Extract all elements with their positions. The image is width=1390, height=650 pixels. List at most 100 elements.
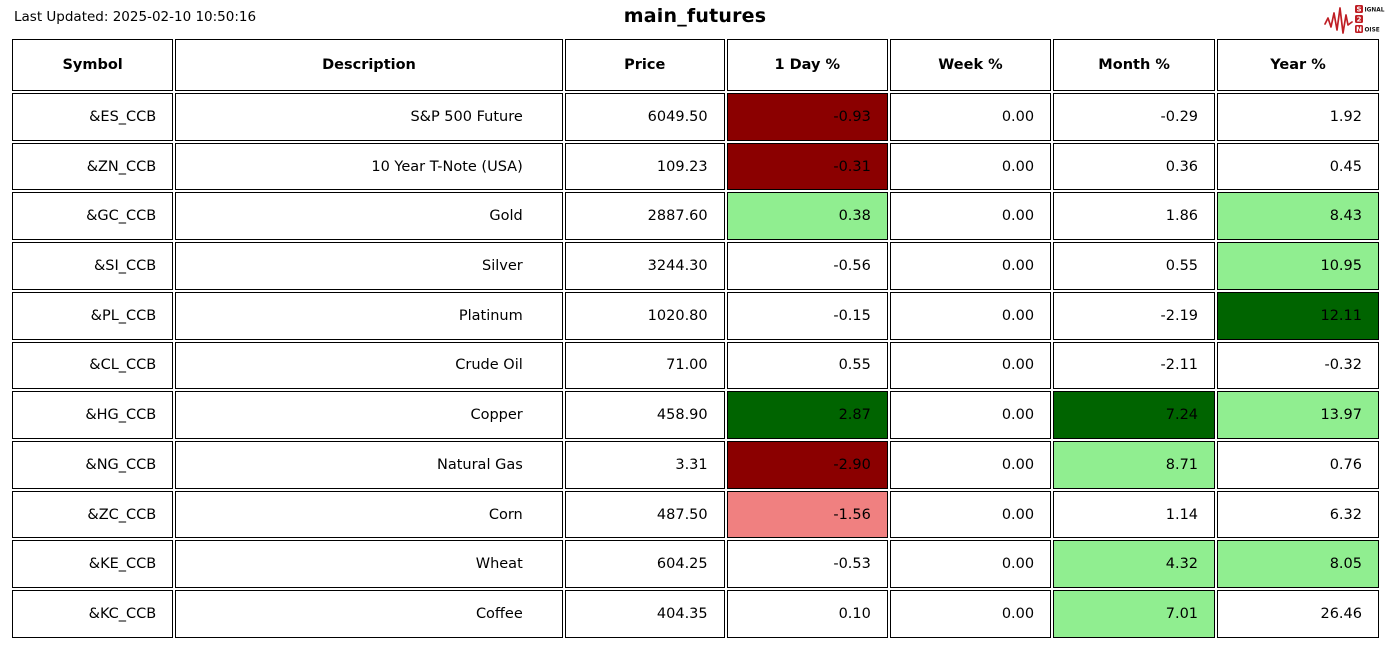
cell-year: 1.92 xyxy=(1217,93,1379,141)
cell-price: 109.23 xyxy=(564,142,725,191)
cell-day: -2.90 xyxy=(726,441,888,489)
cell-symbol: &KC_CCB xyxy=(12,590,174,638)
cell-price: 3.31 xyxy=(564,441,725,489)
cell-symbol: &KE_CCB xyxy=(12,540,174,589)
cell-week: 0.00 xyxy=(889,490,1052,539)
signal2noise-logo: S IGNAL 2 N OISE xyxy=(1324,5,1385,34)
column-header-month-pct: Month % xyxy=(1053,39,1216,91)
cell-price: 6049.50 xyxy=(564,93,725,141)
cell-year: 12.11 xyxy=(1217,291,1379,340)
cell-week: 0.00 xyxy=(889,441,1052,489)
cell-description: Crude Oil xyxy=(175,341,563,390)
table-row: &ZN_CCB 10 Year T-Note (USA) 109.23 -0.31 0.… xyxy=(12,142,1379,191)
table-row: &GC_CCB Gold 2887.60 0.38 0.00 1.86 8.43 xyxy=(12,192,1379,241)
cell-month: 1.14 xyxy=(1053,490,1216,539)
table-row: &NG_CCB Natural Gas 3.31 -2.90 0.00 8.71 0.76 xyxy=(12,441,1379,489)
cell-description: Corn xyxy=(175,490,563,539)
svg-text:N: N xyxy=(1356,26,1362,34)
cell-description: Copper xyxy=(175,391,563,440)
cell-price: 71.00 xyxy=(564,341,725,390)
cell-month: 8.71 xyxy=(1053,441,1216,489)
cell-description: S&P 500 Future xyxy=(175,93,563,141)
cell-week: 0.00 xyxy=(889,540,1052,589)
cell-week: 0.00 xyxy=(889,242,1052,290)
cell-week: 0.00 xyxy=(889,391,1052,440)
cell-year: 13.97 xyxy=(1217,391,1379,440)
cell-price: 404.35 xyxy=(564,590,725,638)
cell-day: 2.87 xyxy=(726,391,888,440)
column-header-week-pct: Week % xyxy=(889,39,1052,91)
column-header-symbol: Symbol xyxy=(12,39,174,91)
table-header-row: Symbol Description Price 1 Day % Week % … xyxy=(12,39,1379,91)
cell-symbol: &ZN_CCB xyxy=(12,142,174,191)
cell-day: 0.38 xyxy=(726,192,888,241)
cell-day: -0.15 xyxy=(726,291,888,340)
table-row: &PL_CCB Platinum 1020.80 -0.15 0.00 -2.19 12.1… xyxy=(12,291,1379,340)
cell-day: -0.31 xyxy=(726,142,888,191)
cell-description: Silver xyxy=(175,242,563,290)
page-title: main_futures xyxy=(623,5,767,27)
cell-day: -0.56 xyxy=(726,242,888,290)
cell-week: 0.00 xyxy=(889,341,1052,390)
cell-price: 3244.30 xyxy=(564,242,725,290)
cell-day: 0.10 xyxy=(726,590,888,638)
cell-description: Platinum xyxy=(175,291,563,340)
column-header-year-pct: Year % xyxy=(1217,39,1379,91)
cell-year: 6.32 xyxy=(1217,490,1379,539)
futures-table: Symbol Description Price 1 Day % Week % … xyxy=(10,37,1381,640)
cell-description: Coffee xyxy=(175,590,563,638)
cell-symbol: &SI_CCB xyxy=(12,242,174,290)
cell-month: 4.32 xyxy=(1053,540,1216,589)
cell-price: 487.50 xyxy=(564,490,725,539)
cell-symbol: &GC_CCB xyxy=(12,192,174,241)
cell-description: Natural Gas xyxy=(175,441,563,489)
cell-month: 7.24 xyxy=(1053,391,1216,440)
cell-year: 0.45 xyxy=(1217,142,1379,191)
cell-symbol: &NG_CCB xyxy=(12,441,174,489)
cell-price: 604.25 xyxy=(564,540,725,589)
cell-symbol: &PL_CCB xyxy=(12,291,174,340)
cell-year: 10.95 xyxy=(1217,242,1379,290)
cell-year: 26.46 xyxy=(1217,590,1379,638)
cell-symbol: &ZC_CCB xyxy=(12,490,174,539)
cell-price: 2887.60 xyxy=(564,192,725,241)
cell-month: 1.86 xyxy=(1053,192,1216,241)
cell-month: 0.36 xyxy=(1053,142,1216,191)
cell-day: -1.56 xyxy=(726,490,888,539)
cell-week: 0.00 xyxy=(889,142,1052,191)
cell-month: -0.29 xyxy=(1053,93,1216,141)
cell-month: 7.01 xyxy=(1053,590,1216,638)
table-row: &HG_CCB Copper 458.90 2.87 0.00 7.24 13.97 xyxy=(12,391,1379,440)
cell-month: -2.19 xyxy=(1053,291,1216,340)
cell-symbol: &ES_CCB xyxy=(12,93,174,141)
table-row: &SI_CCB Silver 3244.30 -0.56 0.00 0.55 10.95 xyxy=(12,242,1379,290)
column-header-1-day-pct: 1 Day % xyxy=(726,39,888,91)
cell-month: -2.11 xyxy=(1053,341,1216,390)
cell-week: 0.00 xyxy=(889,192,1052,241)
table-body: &ES_CCB S&P 500 Future 6049.50 -0.93 0.00 -0.… xyxy=(12,93,1379,638)
cell-month: 0.55 xyxy=(1053,242,1216,290)
cell-day: -0.53 xyxy=(726,540,888,589)
cell-symbol: &CL_CCB xyxy=(12,341,174,390)
cell-year: 8.05 xyxy=(1217,540,1379,589)
cell-day: 0.55 xyxy=(726,341,888,390)
cell-week: 0.00 xyxy=(889,93,1052,141)
cell-year: -0.32 xyxy=(1217,341,1379,390)
svg-text:S: S xyxy=(1356,6,1361,14)
svg-text:IGNAL: IGNAL xyxy=(1365,7,1385,13)
cell-description: 10 Year T-Note (USA) xyxy=(175,142,563,191)
cell-description: Gold xyxy=(175,192,563,241)
svg-text:OISE: OISE xyxy=(1365,27,1380,33)
heartbeat-waveform-icon xyxy=(1324,7,1353,34)
last-updated-text: Last Updated: 2025-02-10 10:50:16 xyxy=(14,9,257,25)
column-header-price: Price xyxy=(564,39,725,91)
cell-price: 458.90 xyxy=(564,391,725,440)
table-row: &KE_CCB Wheat 604.25 -0.53 0.00 4.32 8.05 xyxy=(12,540,1379,589)
cell-symbol: &HG_CCB xyxy=(12,391,174,440)
cell-price: 1020.80 xyxy=(564,291,725,340)
cell-year: 8.43 xyxy=(1217,192,1379,241)
svg-text:2: 2 xyxy=(1357,16,1362,24)
cell-year: 0.76 xyxy=(1217,441,1379,489)
cell-week: 0.00 xyxy=(889,590,1052,638)
